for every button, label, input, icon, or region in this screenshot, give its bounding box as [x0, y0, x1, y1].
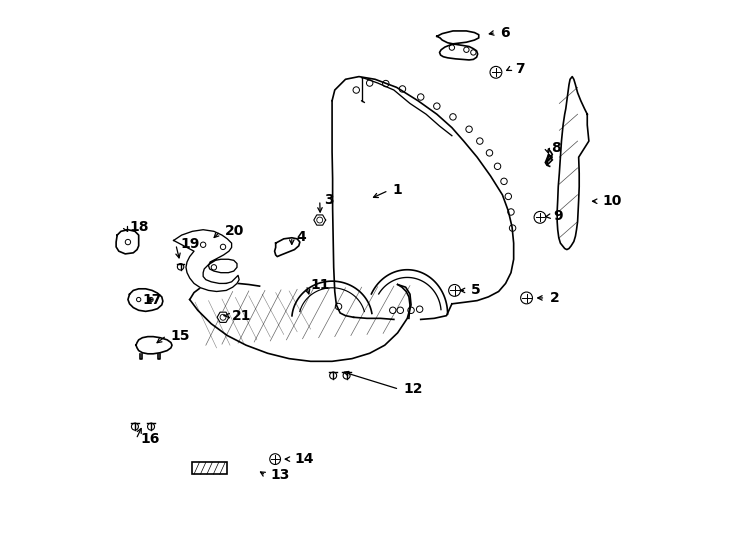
Text: 8: 8	[551, 140, 561, 154]
Text: 10: 10	[603, 194, 622, 208]
Polygon shape	[314, 215, 326, 225]
Text: 6: 6	[501, 25, 510, 39]
Text: 12: 12	[404, 382, 423, 396]
Text: 7: 7	[515, 62, 524, 76]
Polygon shape	[174, 230, 239, 292]
Text: 2: 2	[550, 291, 559, 305]
Bar	[192, 462, 228, 474]
Polygon shape	[557, 77, 589, 249]
Polygon shape	[136, 336, 172, 354]
Polygon shape	[275, 238, 300, 256]
Text: 14: 14	[294, 452, 314, 466]
Text: 15: 15	[171, 328, 190, 342]
Text: 5: 5	[470, 284, 481, 298]
Polygon shape	[437, 31, 479, 60]
Text: 21: 21	[232, 309, 251, 323]
Polygon shape	[217, 312, 229, 322]
Polygon shape	[116, 230, 139, 254]
Text: 17: 17	[142, 293, 161, 307]
Text: 19: 19	[180, 237, 200, 251]
Text: 18: 18	[129, 220, 149, 234]
Text: 13: 13	[270, 468, 290, 482]
Text: 1: 1	[393, 184, 402, 198]
Text: 3: 3	[324, 193, 334, 207]
Text: 16: 16	[140, 432, 160, 446]
Text: 11: 11	[310, 278, 330, 292]
Text: 4: 4	[296, 230, 306, 244]
Polygon shape	[128, 289, 163, 312]
Text: 20: 20	[225, 224, 244, 238]
Text: 9: 9	[553, 210, 563, 223]
